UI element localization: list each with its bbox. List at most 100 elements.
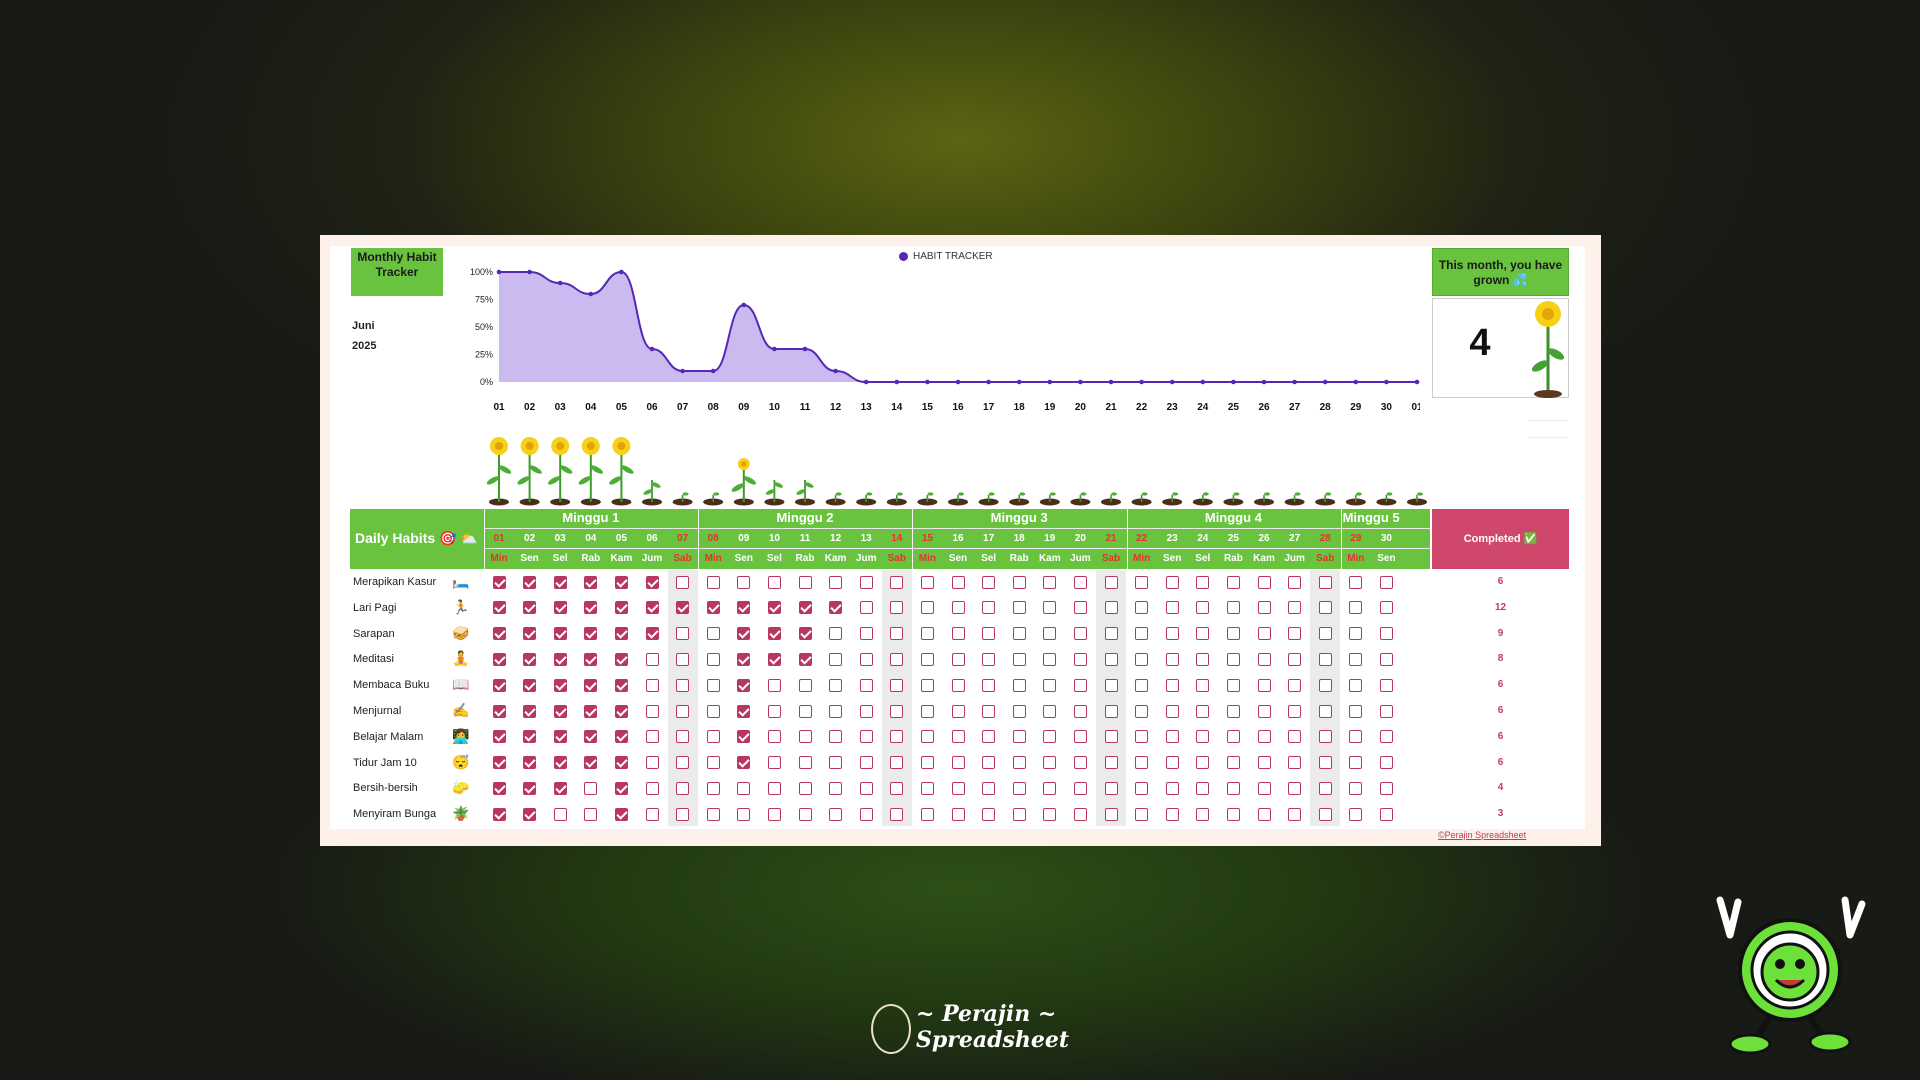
habit-checkbox[interactable] — [492, 601, 506, 615]
habit-checkbox[interactable] — [1379, 781, 1393, 795]
habit-checkbox[interactable] — [1288, 704, 1302, 718]
habit-checkbox[interactable] — [982, 730, 996, 744]
habit-checkbox[interactable] — [523, 601, 537, 615]
habit-checkbox[interactable] — [1043, 781, 1057, 795]
habit-checkbox[interactable] — [645, 652, 659, 666]
habit-checkbox[interactable] — [890, 575, 904, 589]
habit-checkbox[interactable] — [1379, 756, 1393, 770]
habit-checkbox[interactable] — [767, 756, 781, 770]
habit-checkbox[interactable] — [645, 627, 659, 641]
habit-checkbox[interactable] — [1257, 807, 1271, 821]
habit-checkbox[interactable] — [982, 704, 996, 718]
habit-checkbox[interactable] — [859, 704, 873, 718]
habit-checkbox[interactable] — [859, 756, 873, 770]
habit-checkbox[interactable] — [1257, 601, 1271, 615]
habit-checkbox[interactable] — [676, 575, 690, 589]
habit-checkbox[interactable] — [1349, 575, 1363, 589]
habit-checkbox[interactable] — [1012, 730, 1026, 744]
habit-checkbox[interactable] — [1379, 678, 1393, 692]
habit-checkbox[interactable] — [951, 730, 965, 744]
habit-checkbox[interactable] — [1104, 652, 1118, 666]
habit-checkbox[interactable] — [1073, 652, 1087, 666]
habit-checkbox[interactable] — [920, 627, 934, 641]
habit-checkbox[interactable] — [492, 807, 506, 821]
habit-checkbox[interactable] — [1043, 704, 1057, 718]
habit-checkbox[interactable] — [1012, 756, 1026, 770]
habit-checkbox[interactable] — [1288, 601, 1302, 615]
habit-checkbox[interactable] — [1012, 575, 1026, 589]
habit-checkbox[interactable] — [767, 601, 781, 615]
habit-checkbox[interactable] — [584, 807, 598, 821]
habit-checkbox[interactable] — [676, 678, 690, 692]
habit-checkbox[interactable] — [1318, 601, 1332, 615]
habit-checkbox[interactable] — [1318, 652, 1332, 666]
habit-checkbox[interactable] — [1226, 627, 1240, 641]
habit-checkbox[interactable] — [553, 781, 567, 795]
habit-checkbox[interactable] — [584, 652, 598, 666]
habit-checkbox[interactable] — [1043, 627, 1057, 641]
habit-checkbox[interactable] — [492, 652, 506, 666]
habit-checkbox[interactable] — [1135, 704, 1149, 718]
habit-checkbox[interactable] — [982, 652, 996, 666]
habit-checkbox[interactable] — [737, 575, 751, 589]
habit-checkbox[interactable] — [737, 627, 751, 641]
habit-checkbox[interactable] — [1349, 807, 1363, 821]
habit-checkbox[interactable] — [1043, 678, 1057, 692]
habit-checkbox[interactable] — [1104, 756, 1118, 770]
habit-checkbox[interactable] — [890, 601, 904, 615]
habit-checkbox[interactable] — [1165, 652, 1179, 666]
habit-checkbox[interactable] — [1165, 807, 1179, 821]
habit-checkbox[interactable] — [1135, 807, 1149, 821]
habit-checkbox[interactable] — [553, 575, 567, 589]
habit-checkbox[interactable] — [584, 756, 598, 770]
habit-checkbox[interactable] — [951, 807, 965, 821]
habit-checkbox[interactable] — [829, 807, 843, 821]
habit-checkbox[interactable] — [1104, 627, 1118, 641]
habit-checkbox[interactable] — [982, 627, 996, 641]
habit-checkbox[interactable] — [614, 807, 628, 821]
habit-checkbox[interactable] — [767, 807, 781, 821]
habit-checkbox[interactable] — [676, 627, 690, 641]
habit-checkbox[interactable] — [1135, 575, 1149, 589]
habit-checkbox[interactable] — [859, 730, 873, 744]
habit-checkbox[interactable] — [523, 781, 537, 795]
habit-checkbox[interactable] — [1073, 678, 1087, 692]
habit-checkbox[interactable] — [890, 781, 904, 795]
habit-checkbox[interactable] — [1257, 781, 1271, 795]
habit-checkbox[interactable] — [1257, 730, 1271, 744]
habit-checkbox[interactable] — [1073, 730, 1087, 744]
habit-checkbox[interactable] — [1043, 601, 1057, 615]
habit-checkbox[interactable] — [1012, 627, 1026, 641]
habit-checkbox[interactable] — [1012, 652, 1026, 666]
habit-checkbox[interactable] — [1349, 704, 1363, 718]
habit-checkbox[interactable] — [920, 704, 934, 718]
habit-checkbox[interactable] — [890, 678, 904, 692]
habit-checkbox[interactable] — [859, 575, 873, 589]
habit-checkbox[interactable] — [645, 601, 659, 615]
habit-checkbox[interactable] — [584, 730, 598, 744]
habit-checkbox[interactable] — [706, 730, 720, 744]
habit-checkbox[interactable] — [1165, 781, 1179, 795]
habit-checkbox[interactable] — [1257, 575, 1271, 589]
habit-checkbox[interactable] — [523, 807, 537, 821]
habit-checkbox[interactable] — [951, 601, 965, 615]
habit-checkbox[interactable] — [706, 627, 720, 641]
habit-checkbox[interactable] — [676, 730, 690, 744]
habit-checkbox[interactable] — [1379, 601, 1393, 615]
habit-checkbox[interactable] — [1226, 730, 1240, 744]
habit-checkbox[interactable] — [1135, 730, 1149, 744]
habit-checkbox[interactable] — [1288, 627, 1302, 641]
habit-checkbox[interactable] — [553, 756, 567, 770]
habit-checkbox[interactable] — [553, 678, 567, 692]
habit-checkbox[interactable] — [1226, 756, 1240, 770]
habit-checkbox[interactable] — [523, 730, 537, 744]
habit-checkbox[interactable] — [1104, 704, 1118, 718]
habit-checkbox[interactable] — [859, 781, 873, 795]
habit-checkbox[interactable] — [706, 756, 720, 770]
habit-checkbox[interactable] — [737, 807, 751, 821]
habit-checkbox[interactable] — [1135, 678, 1149, 692]
habit-checkbox[interactable] — [951, 756, 965, 770]
habit-checkbox[interactable] — [859, 678, 873, 692]
habit-checkbox[interactable] — [798, 704, 812, 718]
habit-checkbox[interactable] — [737, 652, 751, 666]
